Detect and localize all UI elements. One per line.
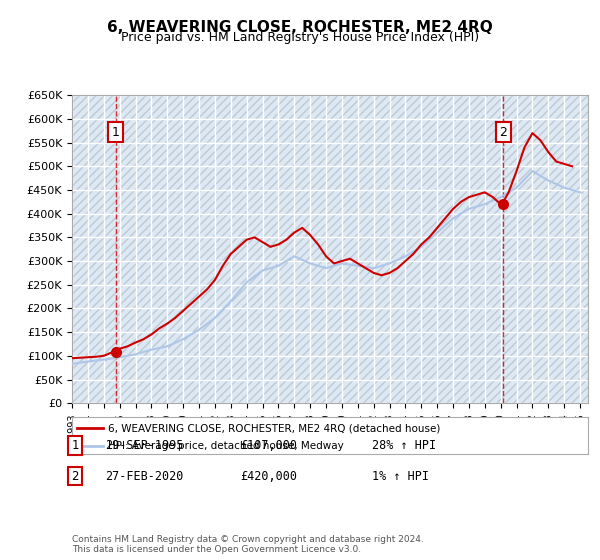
Text: 6, WEAVERING CLOSE, ROCHESTER, ME2 4RQ: 6, WEAVERING CLOSE, ROCHESTER, ME2 4RQ [107, 20, 493, 35]
Text: 29-SEP-1995: 29-SEP-1995 [105, 438, 184, 452]
Text: Contains HM Land Registry data © Crown copyright and database right 2024.
This d: Contains HM Land Registry data © Crown c… [72, 535, 424, 554]
Text: 2: 2 [71, 469, 79, 483]
Text: 27-FEB-2020: 27-FEB-2020 [105, 469, 184, 483]
Text: £107,000: £107,000 [240, 438, 297, 452]
Text: 2: 2 [499, 125, 508, 139]
Text: 28% ↑ HPI: 28% ↑ HPI [372, 438, 436, 452]
Text: 1: 1 [71, 438, 79, 452]
Text: Price paid vs. HM Land Registry's House Price Index (HPI): Price paid vs. HM Land Registry's House … [121, 31, 479, 44]
Text: 1% ↑ HPI: 1% ↑ HPI [372, 469, 429, 483]
Text: 6, WEAVERING CLOSE, ROCHESTER, ME2 4RQ (detached house): 6, WEAVERING CLOSE, ROCHESTER, ME2 4RQ (… [108, 423, 440, 433]
Text: 1: 1 [112, 125, 119, 139]
Text: £420,000: £420,000 [240, 469, 297, 483]
Text: HPI: Average price, detached house, Medway: HPI: Average price, detached house, Medw… [108, 441, 344, 451]
